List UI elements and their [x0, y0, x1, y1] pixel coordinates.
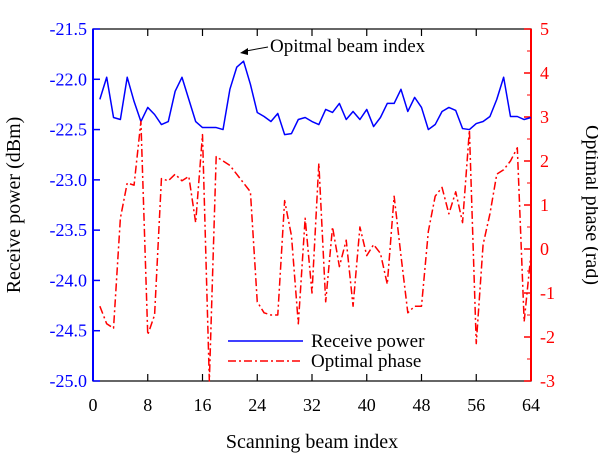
left-tick-label: -21.5	[50, 19, 88, 39]
series-layer	[99, 60, 532, 382]
right-axis-ticks: 5 4 3 2 1 0 -1 -2 -3	[524, 19, 555, 391]
legend-label-receive-power: Receive power	[311, 331, 425, 352]
left-tick-label: -22.5	[50, 120, 88, 140]
left-axis-title: Receive power (dBm)	[3, 117, 25, 294]
right-tick-label: -3	[540, 371, 555, 391]
right-tick-label: 1	[540, 195, 549, 215]
left-tick-label: -23.5	[50, 220, 88, 240]
right-tick-label: -2	[540, 327, 555, 347]
receive-power-series-line	[99, 60, 532, 136]
right-tick-label: -1	[540, 283, 555, 303]
bottom-axis-ticks: 0 8 16 24 32 40 48 56 64	[89, 29, 540, 415]
x-axis-title: Scanning beam index	[226, 431, 398, 453]
left-tick-label: -23.0	[50, 170, 88, 190]
annotation-arrow-line	[245, 46, 269, 52]
right-tick-label: 2	[540, 151, 549, 171]
left-tick-label: -24.5	[50, 321, 88, 341]
annotation-text: Opitmal beam index	[270, 36, 426, 57]
optimal-phase-series-line	[99, 120, 532, 382]
bottom-tick-label: 24	[248, 395, 266, 415]
annotation-arrowhead	[240, 48, 248, 55]
bottom-tick-label: 56	[467, 395, 485, 415]
plot-frame	[92, 28, 532, 382]
right-tick-label: 4	[540, 63, 549, 83]
right-tick-label: 3	[540, 107, 549, 127]
right-tick-label: 0	[540, 239, 549, 259]
right-tick-label: 5	[540, 19, 549, 39]
bottom-tick-label: 8	[143, 395, 152, 415]
right-axis-title: Optimal phase (rad)	[581, 125, 598, 285]
left-axis-ticks: -21.5 -22.0 -22.5 -23.0 -23.5 -24.0 -24.5 -25.0	[50, 19, 100, 391]
bottom-tick-label: 0	[89, 395, 98, 415]
bottom-tick-label: 64	[522, 395, 540, 415]
left-tick-label: -24.0	[50, 270, 88, 290]
annotation: Opitmal beam index	[240, 36, 426, 57]
left-tick-label: -25.0	[50, 371, 88, 391]
legend: Receive power Optimal phase	[228, 331, 425, 372]
left-tick-label: -22.0	[50, 69, 88, 89]
bottom-tick-label: 16	[194, 395, 212, 415]
legend-label-optimal-phase: Optimal phase	[311, 351, 421, 372]
bottom-tick-label: 40	[358, 395, 376, 415]
bottom-tick-label: 48	[413, 395, 431, 415]
bottom-tick-label: 32	[303, 395, 321, 415]
